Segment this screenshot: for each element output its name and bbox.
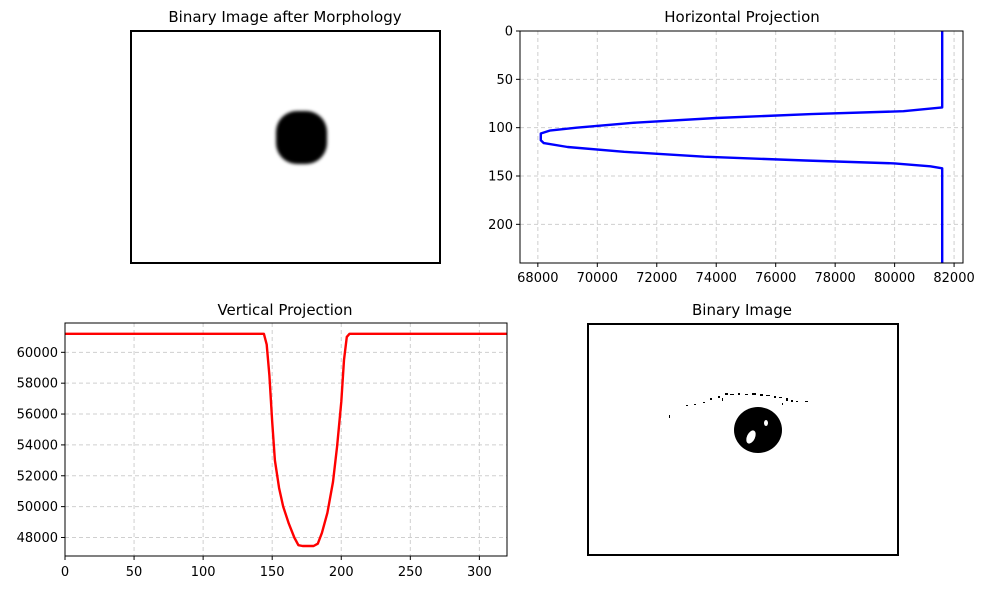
vertical-projection-grid <box>64 323 507 556</box>
h-tick-label-y: 200 <box>488 218 513 233</box>
morphology-image-panel: Binary Image after Morphology <box>130 8 441 264</box>
v-tick-label-y: 58000 <box>17 377 58 392</box>
horizontal-projection-panel: Horizontal Projection 68000 70000 72000 740… <box>488 8 975 286</box>
horizontal-projection-ticks: 68000 70000 72000 74000 76000 78000 80000 82000… <box>488 25 975 287</box>
h-tick-label-y: 150 <box>488 170 513 185</box>
v-tick-label-x: 300 <box>467 565 492 580</box>
binary-eyelid-noise <box>669 393 808 418</box>
v-tick-label-y: 52000 <box>17 469 58 484</box>
vertical-projection-title: Vertical Projection <box>217 301 352 319</box>
binary-image-title: Binary Image <box>692 301 792 319</box>
vertical-projection-axes <box>64 322 508 557</box>
vertical-projection-panel: Vertical Projection 0 50 100 150 200 250 300 48… <box>17 301 508 580</box>
binary-pupil <box>734 407 782 453</box>
h-tick-label-x: 76000 <box>755 271 796 286</box>
vertical-projection-line <box>65 332 507 548</box>
horizontal-projection-grid <box>520 30 963 263</box>
h-tick-label-x: 68000 <box>517 271 558 286</box>
binary-image-panel: Binary Image <box>587 301 899 556</box>
v-tick-label-x: 150 <box>260 565 285 580</box>
v-tick-label-y: 60000 <box>17 346 58 361</box>
v-tick-label-y: 56000 <box>17 408 58 423</box>
horizontal-projection-axes <box>519 30 964 264</box>
v-tick-label-x: 200 <box>329 565 354 580</box>
h-tick-label-x: 70000 <box>577 271 618 286</box>
v-tick-label-y: 48000 <box>17 531 58 546</box>
v-tick-label-x: 50 <box>126 565 143 580</box>
v-tick-label-x: 100 <box>191 565 216 580</box>
v-tick-label-x: 0 <box>61 565 69 580</box>
v-tick-label-x: 250 <box>398 565 423 580</box>
h-tick-label-x: 74000 <box>696 271 737 286</box>
h-tick-label-y: 100 <box>488 121 513 136</box>
h-tick-label-x: 80000 <box>874 271 915 286</box>
vertical-projection-ticks: 0 50 100 150 200 250 300 48000 50000 52000 54000 56… <box>17 346 492 580</box>
v-tick-label-y: 54000 <box>17 438 58 453</box>
h-tick-label-x: 72000 <box>636 271 677 286</box>
morphology-blob <box>276 111 327 164</box>
morphology-image-title: Binary Image after Morphology <box>168 8 401 26</box>
horizontal-projection-title: Horizontal Projection <box>664 8 820 26</box>
h-tick-label-y: 0 <box>505 25 513 40</box>
h-tick-label-x: 78000 <box>814 271 855 286</box>
h-tick-label-x: 82000 <box>933 271 974 286</box>
v-tick-label-y: 50000 <box>17 500 58 515</box>
horizontal-projection-line <box>539 31 944 263</box>
h-tick-label-y: 50 <box>496 73 513 88</box>
